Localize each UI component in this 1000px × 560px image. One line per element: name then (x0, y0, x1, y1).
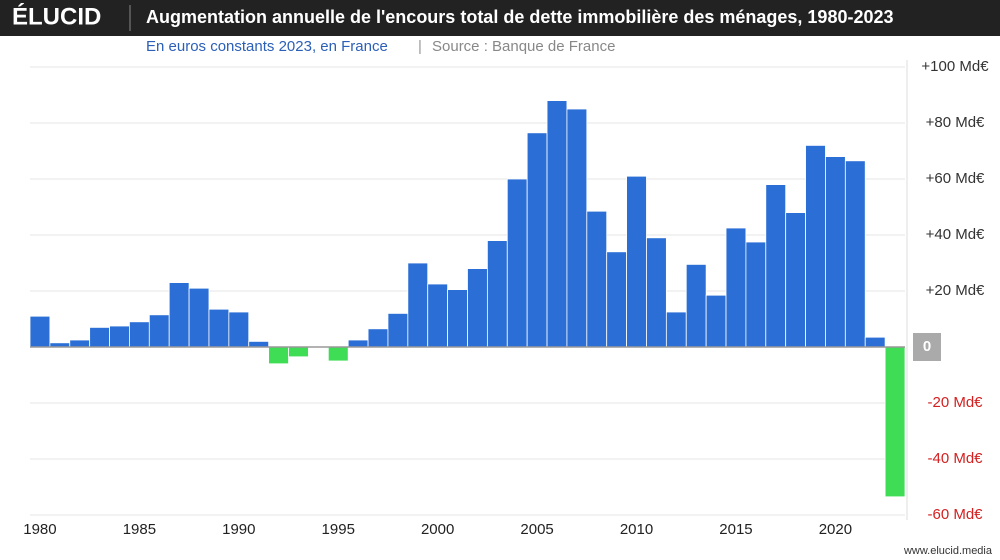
bar (407, 262, 429, 348)
bar (467, 268, 488, 348)
bar (188, 287, 210, 348)
bar (566, 108, 588, 348)
bar (427, 283, 449, 348)
bar (805, 144, 826, 348)
bar (168, 282, 190, 348)
y-tick-label: -20 Md€ (927, 394, 983, 411)
bar (825, 156, 846, 348)
bar (268, 346, 289, 365)
y-tick-label: +40 Md€ (926, 226, 985, 243)
y-tick-label: 0 (923, 338, 931, 355)
bar (586, 210, 608, 348)
y-tick-label: +60 Md€ (926, 170, 985, 187)
bar (844, 160, 866, 348)
bar (228, 311, 250, 348)
y-tick-label: -60 Md€ (927, 506, 983, 523)
bar (347, 339, 369, 348)
x-tick-label: 1980 (23, 521, 56, 538)
bar (89, 326, 110, 348)
bar (864, 336, 886, 348)
subtitle: En euros constants 2023, en France (146, 38, 388, 55)
bar (725, 227, 747, 348)
x-tick-label: 1990 (222, 521, 255, 538)
bar (288, 346, 309, 358)
x-tick-label: 2020 (819, 521, 852, 538)
bar (606, 251, 627, 348)
bar (248, 340, 270, 348)
bar (148, 314, 170, 348)
x-tick-label: 1995 (322, 521, 355, 538)
bar (387, 312, 409, 348)
brand: ÉLUCID (12, 2, 101, 30)
y-tick-label: +80 Md€ (926, 114, 985, 131)
bar (69, 339, 91, 348)
bar (626, 175, 647, 348)
bar (665, 311, 687, 348)
bar (785, 212, 806, 348)
x-tick-label: 2015 (719, 521, 752, 538)
bar (646, 237, 667, 348)
bar (526, 132, 548, 348)
bar (546, 100, 568, 348)
y-tick-label: +20 Md€ (926, 282, 985, 299)
bar (685, 263, 707, 348)
bar (745, 241, 767, 348)
chart-title: Augmentation annuelle de l'encours total… (146, 7, 894, 27)
bar (109, 325, 130, 348)
source: Source : Banque de France (432, 38, 615, 55)
bar (884, 346, 906, 498)
footer: www.elucid.media (903, 545, 993, 557)
x-tick-label: 2010 (620, 521, 653, 538)
x-tick-label: 1985 (123, 521, 156, 538)
header-bar (0, 0, 1000, 36)
separator: | (418, 38, 422, 55)
bar (506, 178, 528, 348)
y-tick-label: -40 Md€ (927, 450, 983, 467)
bar (29, 315, 51, 348)
bar (367, 328, 389, 348)
x-tick-label: 2000 (421, 521, 454, 538)
y-tick-label: +100 Md€ (921, 58, 989, 75)
bar (486, 240, 508, 348)
bar (765, 184, 787, 348)
bar (327, 346, 349, 362)
bar (208, 308, 230, 348)
bar (705, 294, 727, 348)
bar (129, 321, 150, 348)
x-tick-label: 2005 (520, 521, 553, 538)
bar (447, 289, 468, 348)
zero-label-box (913, 333, 941, 361)
